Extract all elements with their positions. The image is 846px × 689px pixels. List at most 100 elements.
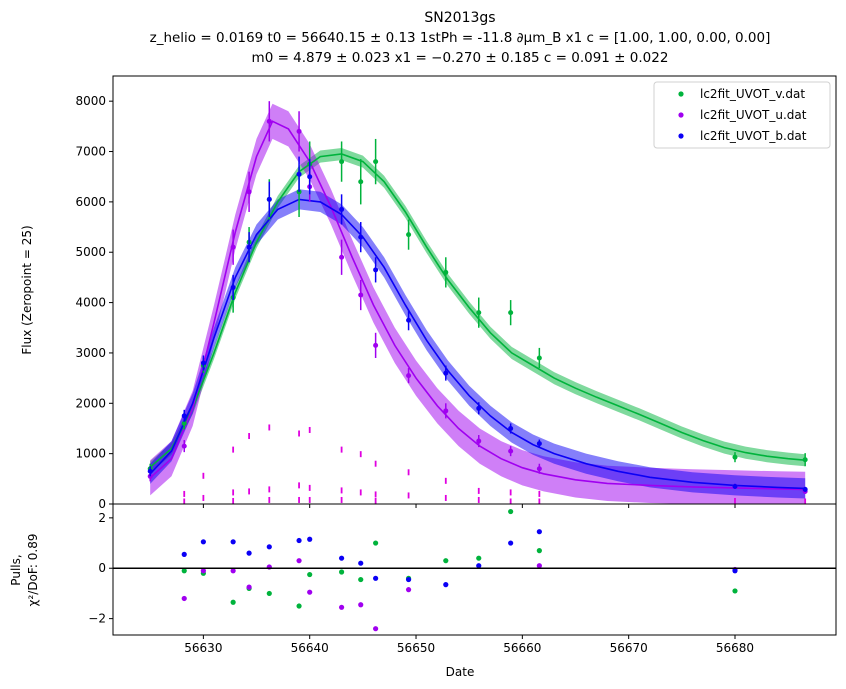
data-point bbox=[181, 443, 187, 449]
pull-point bbox=[296, 558, 302, 564]
pull-y-tick-label: 2 bbox=[98, 511, 106, 525]
data-point bbox=[266, 118, 272, 124]
data-point bbox=[358, 292, 364, 298]
data-point bbox=[476, 310, 482, 316]
pull-point bbox=[358, 602, 364, 608]
pull-point bbox=[246, 550, 252, 556]
pull-point bbox=[307, 571, 313, 578]
pull-point bbox=[443, 558, 449, 564]
model-curves bbox=[149, 120, 806, 491]
pull-point bbox=[181, 595, 187, 602]
pull-point bbox=[508, 540, 514, 546]
x-tick-label: 56670 bbox=[610, 641, 648, 655]
data-point bbox=[246, 244, 252, 250]
pull-point bbox=[296, 603, 302, 609]
pull-point bbox=[358, 560, 364, 566]
data-point bbox=[181, 413, 187, 419]
data-point bbox=[296, 171, 302, 177]
data-point bbox=[339, 206, 345, 212]
y-tick-label: 4000 bbox=[75, 296, 106, 310]
model-curve-1 bbox=[149, 120, 806, 491]
pull-point bbox=[476, 555, 482, 561]
x-tick-label: 56660 bbox=[503, 641, 541, 655]
pull-y-tick-label: −2 bbox=[88, 612, 106, 626]
data-point bbox=[246, 189, 252, 195]
residual-markers bbox=[183, 424, 807, 505]
axis-ticks: 56630 56640 56650 56660 56670 56680 0 1000 2000 3… bbox=[75, 94, 754, 655]
pull-point bbox=[338, 555, 345, 561]
data-point bbox=[508, 448, 514, 454]
legend-label: lc2fit_UVOT_v.dat bbox=[700, 87, 805, 101]
data-point bbox=[373, 342, 379, 348]
pull-point bbox=[405, 587, 412, 593]
pull-point bbox=[732, 568, 738, 574]
x-axis-label: Date bbox=[446, 665, 475, 679]
legend-marker bbox=[678, 112, 684, 118]
data-point bbox=[358, 179, 364, 185]
pull-point bbox=[266, 544, 272, 550]
data-point bbox=[200, 360, 206, 366]
legend-box bbox=[653, 81, 831, 149]
pull-point bbox=[246, 584, 252, 590]
pulls-panel bbox=[181, 508, 738, 632]
data-point bbox=[181, 420, 187, 426]
data-point bbox=[147, 468, 153, 474]
y-tick-label: 6000 bbox=[75, 195, 106, 209]
data-point bbox=[406, 232, 412, 238]
data-point bbox=[508, 425, 514, 431]
pull-point bbox=[405, 576, 412, 583]
pull-point bbox=[230, 539, 236, 545]
x-tick-label: 56680 bbox=[716, 641, 754, 655]
chart-title-line-1: SN2013gs bbox=[424, 10, 495, 26]
y-axis-label-flux: Flux (Zeropoint = 25) bbox=[20, 225, 34, 354]
data-point bbox=[307, 174, 313, 180]
data-point bbox=[802, 457, 808, 463]
pull-point bbox=[307, 589, 313, 595]
legend-marker bbox=[678, 91, 684, 97]
pull-point bbox=[536, 529, 542, 535]
model-curve-0 bbox=[149, 153, 806, 468]
y-tick-label: 0 bbox=[98, 497, 106, 511]
pull-point bbox=[373, 540, 379, 546]
data-point bbox=[536, 355, 542, 361]
flux-panel bbox=[147, 101, 808, 505]
data-point bbox=[373, 159, 379, 165]
y-axis-label-pulls-1: Pulls, bbox=[9, 554, 23, 585]
data-point bbox=[230, 244, 236, 250]
data-point bbox=[406, 317, 412, 323]
pull-point bbox=[266, 590, 272, 597]
data-point bbox=[443, 269, 449, 275]
pull-point bbox=[181, 551, 187, 557]
data-point bbox=[339, 254, 345, 260]
chart-title-line-3: m0 = 4.879 ± 0.023 x1 = −0.270 ± 0.185 c… bbox=[252, 50, 669, 66]
pull-point bbox=[230, 568, 236, 574]
pull-point bbox=[443, 582, 449, 588]
pull-point bbox=[476, 563, 482, 569]
data-point bbox=[443, 370, 449, 376]
x-tick-label: 56630 bbox=[184, 641, 222, 655]
pull-point bbox=[181, 568, 187, 574]
data-point bbox=[406, 373, 412, 379]
model-curve-2 bbox=[149, 198, 806, 490]
data-point bbox=[802, 486, 808, 492]
y-tick-label: 5000 bbox=[75, 245, 106, 259]
pulls-axes-frame bbox=[112, 503, 837, 636]
data-point bbox=[296, 128, 302, 134]
pull-point bbox=[536, 548, 542, 554]
legend-label: lc2fit_UVOT_u.dat bbox=[700, 108, 807, 122]
data-point bbox=[732, 483, 738, 489]
y-tick-label: 3000 bbox=[75, 346, 106, 360]
y-axis-label-pulls-2: χ²/DoF: 0.89 bbox=[26, 534, 40, 607]
pull-point bbox=[536, 563, 542, 569]
y-tick-label: 7000 bbox=[75, 145, 106, 159]
legend: lc2fit_UVOT_v.dat lc2fit_UVOT_u.dat lc2fit… bbox=[653, 81, 831, 149]
pull-point bbox=[307, 536, 313, 542]
data-point bbox=[230, 284, 236, 290]
data-point bbox=[476, 438, 482, 444]
data-point bbox=[536, 441, 542, 447]
data-point bbox=[339, 159, 345, 165]
pull-point bbox=[338, 569, 345, 575]
pull-point bbox=[373, 626, 379, 632]
chart-title-line-2: z_helio = 0.0169 t0 = 56640.15 ± 0.13 1s… bbox=[150, 30, 771, 46]
